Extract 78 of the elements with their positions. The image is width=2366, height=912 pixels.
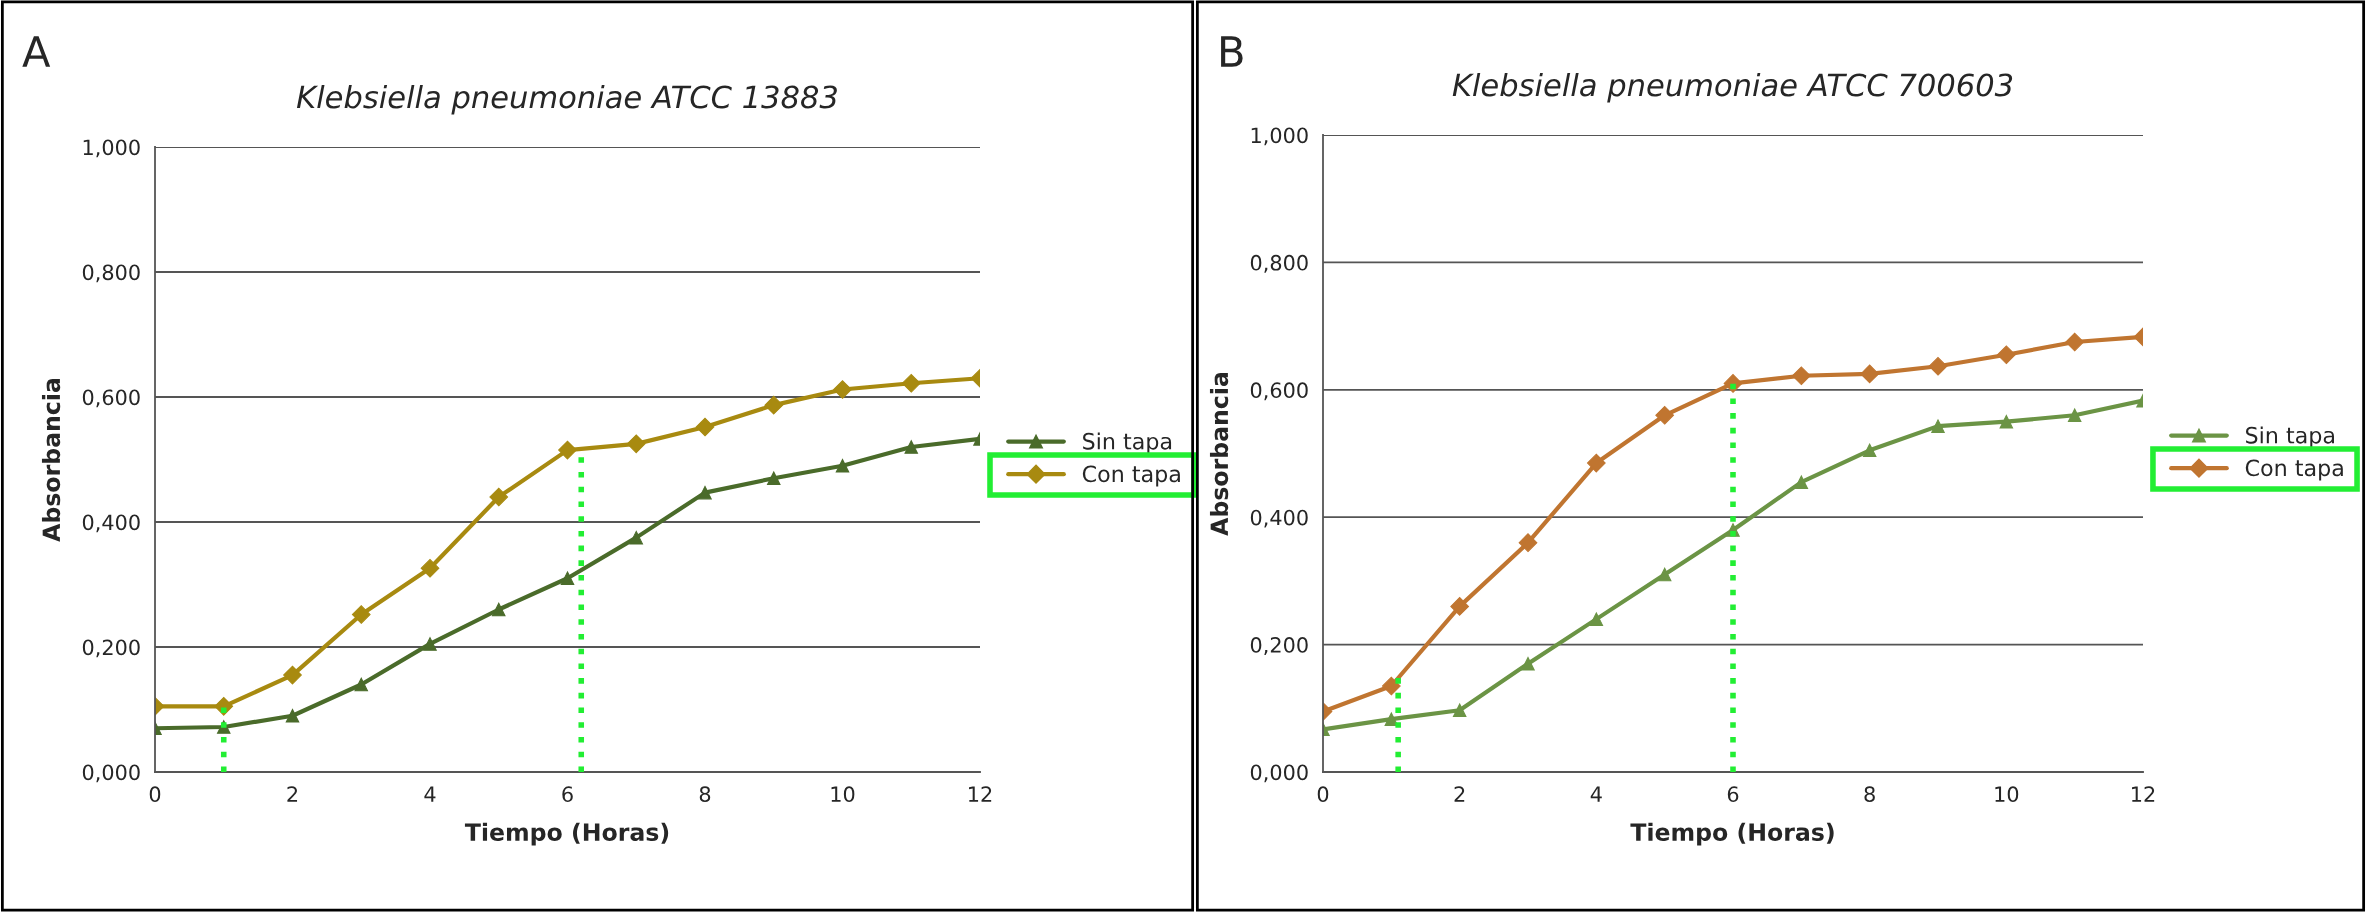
point xyxy=(695,417,715,437)
point xyxy=(489,487,509,507)
y-tick-label: 0,200 xyxy=(82,639,140,658)
point xyxy=(423,637,437,651)
x-tick-label: 10 xyxy=(831,786,855,803)
y-tick-label: 0,400 xyxy=(82,514,140,533)
point xyxy=(1794,475,1809,489)
x-tick-label: 0 xyxy=(149,786,161,803)
point xyxy=(1381,676,1401,696)
y-tick-label: 0,400 xyxy=(1250,509,1308,528)
point xyxy=(835,458,850,473)
point xyxy=(560,571,575,586)
y-axis-title: Absorbancia xyxy=(41,378,61,542)
point xyxy=(2065,332,2085,352)
point xyxy=(626,434,646,454)
point xyxy=(491,602,506,617)
point xyxy=(1655,405,1675,425)
x-tick-label: 12 xyxy=(969,786,992,802)
x-tick-label: 0 xyxy=(1317,786,1329,803)
y-tick-label: 0,800 xyxy=(1250,254,1308,273)
x-axis-title: Tiempo (Horas) xyxy=(464,822,669,846)
x-tick-label: 2 xyxy=(1454,786,1465,802)
x-tick-label: 6 xyxy=(562,786,573,803)
point xyxy=(1657,567,1672,582)
x-tick-label: 4 xyxy=(1590,786,1602,802)
y-tick-label: 1,000 xyxy=(83,139,140,158)
point xyxy=(285,708,300,723)
point xyxy=(1860,364,1880,384)
point xyxy=(351,605,371,624)
point xyxy=(764,395,784,415)
y-tick-label: 0,000 xyxy=(82,764,140,783)
x-tick-label: 10 xyxy=(1995,786,2019,803)
x-tick-label: 8 xyxy=(699,786,711,803)
point xyxy=(1589,612,1604,626)
point xyxy=(901,373,921,393)
point xyxy=(1452,703,1467,717)
point xyxy=(2067,408,2082,423)
legend-label: Con tapa xyxy=(1082,465,1180,487)
x-axis-title: Tiempo (Horas) xyxy=(1630,822,1834,846)
point xyxy=(1791,366,1811,386)
y-axis-title: Absorbancia xyxy=(1209,372,1229,536)
y-tick-label: 0,600 xyxy=(1250,382,1308,401)
point xyxy=(1450,597,1470,616)
point xyxy=(420,558,440,578)
point xyxy=(1862,443,1877,458)
x-tick-label: 12 xyxy=(2132,786,2155,802)
point xyxy=(1996,345,2016,365)
text: B xyxy=(1221,36,1243,67)
point xyxy=(1586,453,1606,473)
point xyxy=(766,471,781,486)
point xyxy=(283,665,302,685)
point xyxy=(1521,656,1535,671)
point xyxy=(1928,356,1948,376)
chart-title: Klebsiella pneumoniae ATCC 700603 xyxy=(1452,72,2013,103)
y-tick-label: 0,800 xyxy=(82,264,140,283)
x-tick-label: 8 xyxy=(1864,786,1875,803)
y-tick-label: 1,000 xyxy=(1251,127,1308,146)
point xyxy=(904,440,919,454)
y-tick-label: 0,000 xyxy=(1250,764,1308,783)
point xyxy=(629,530,644,545)
legend-label: Sin tapa xyxy=(1083,432,1172,454)
point xyxy=(1931,419,1945,433)
y-tick-label: 0,600 xyxy=(82,389,140,408)
point xyxy=(698,485,712,500)
point xyxy=(1999,414,2014,429)
point xyxy=(1384,712,1399,726)
x-tick-label: 4 xyxy=(424,786,436,802)
y-tick-label: 0,200 xyxy=(1250,637,1308,655)
x-tick-label: 6 xyxy=(1727,786,1739,803)
chart-title: Klebsiella pneumoniae ATCC 13883 xyxy=(296,84,837,115)
point xyxy=(833,380,852,399)
point xyxy=(354,677,369,692)
point xyxy=(1518,533,1538,553)
point xyxy=(558,440,577,460)
legend-label: Con tapa xyxy=(2245,459,2343,481)
text: A xyxy=(22,36,51,67)
legend-label: Sin tapa xyxy=(2246,426,2334,448)
x-tick-label: 2 xyxy=(287,786,298,802)
